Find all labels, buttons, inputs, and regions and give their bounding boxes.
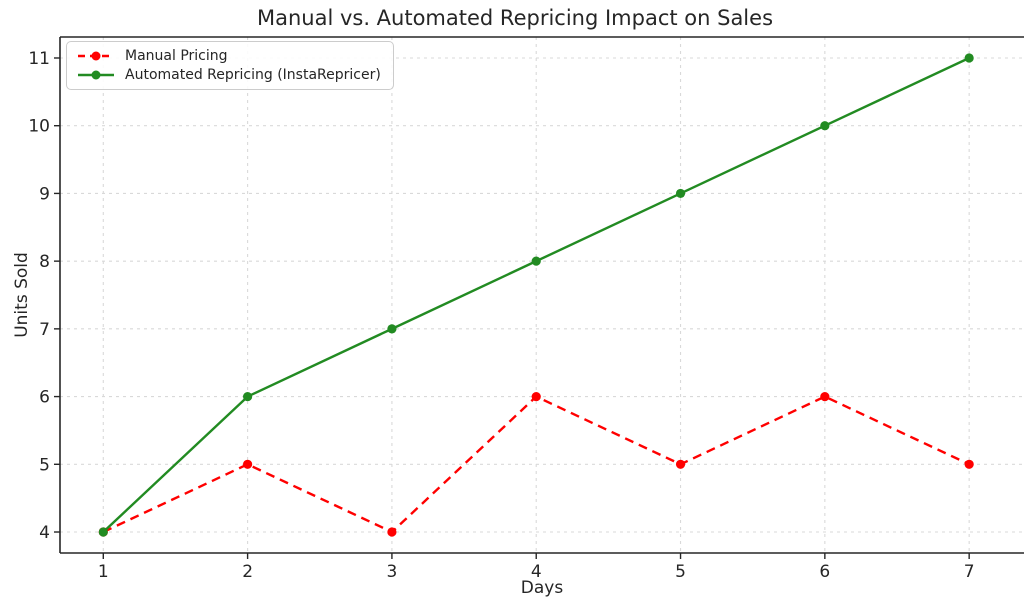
y-tick-label: 6 — [39, 388, 50, 408]
y-tick-label: 4 — [39, 523, 50, 543]
x-tick-label: 3 — [387, 562, 398, 582]
y-tick-label: 8 — [39, 252, 50, 272]
y-tick-label: 11 — [28, 49, 50, 69]
x-tick-label: 6 — [819, 562, 830, 582]
legend-entry-automated: Automated Repricing (InstaRepricer) — [76, 67, 381, 83]
x-axis-label: Days — [520, 578, 564, 598]
y-tick-label: 9 — [39, 184, 50, 204]
y-tick-label: 7 — [39, 320, 50, 340]
data-point-marker — [820, 121, 830, 131]
x-tick-label: 5 — [675, 562, 686, 582]
data-point-marker — [98, 527, 108, 537]
legend-label-automated: Automated Repricing (InstaRepricer) — [125, 67, 381, 83]
data-point-marker — [387, 324, 397, 334]
y-tick-label: 5 — [39, 455, 50, 475]
x-tick-label: 1 — [98, 562, 109, 582]
data-point-marker — [964, 53, 974, 63]
data-point-marker — [387, 527, 397, 537]
x-tick-label: 2 — [242, 562, 253, 582]
chart-title: Manual vs. Automated Repricing Impact on… — [256, 6, 774, 30]
data-point-marker — [243, 391, 253, 402]
legend-sample-solid-line-icon — [78, 70, 114, 80]
x-tick-label: 4 — [531, 562, 542, 582]
data-point-marker — [531, 391, 541, 402]
data-point-marker — [820, 391, 830, 402]
x-tick-label: 7 — [964, 562, 975, 582]
legend-sample-dashed-line-icon — [78, 51, 114, 61]
y-axis-label: Units Sold — [12, 252, 32, 338]
data-point-marker — [675, 459, 686, 469]
data-point-marker — [675, 188, 686, 199]
data-point-marker — [964, 459, 974, 469]
legend-entry-manual: Manual Pricing — [76, 48, 381, 64]
y-tick-label: 10 — [28, 117, 50, 137]
data-point-marker — [531, 256, 541, 266]
legend: Manual Pricing Automated Repricing (Inst… — [66, 41, 394, 90]
legend-label-manual: Manual Pricing — [125, 48, 228, 64]
data-point-marker — [243, 459, 253, 469]
